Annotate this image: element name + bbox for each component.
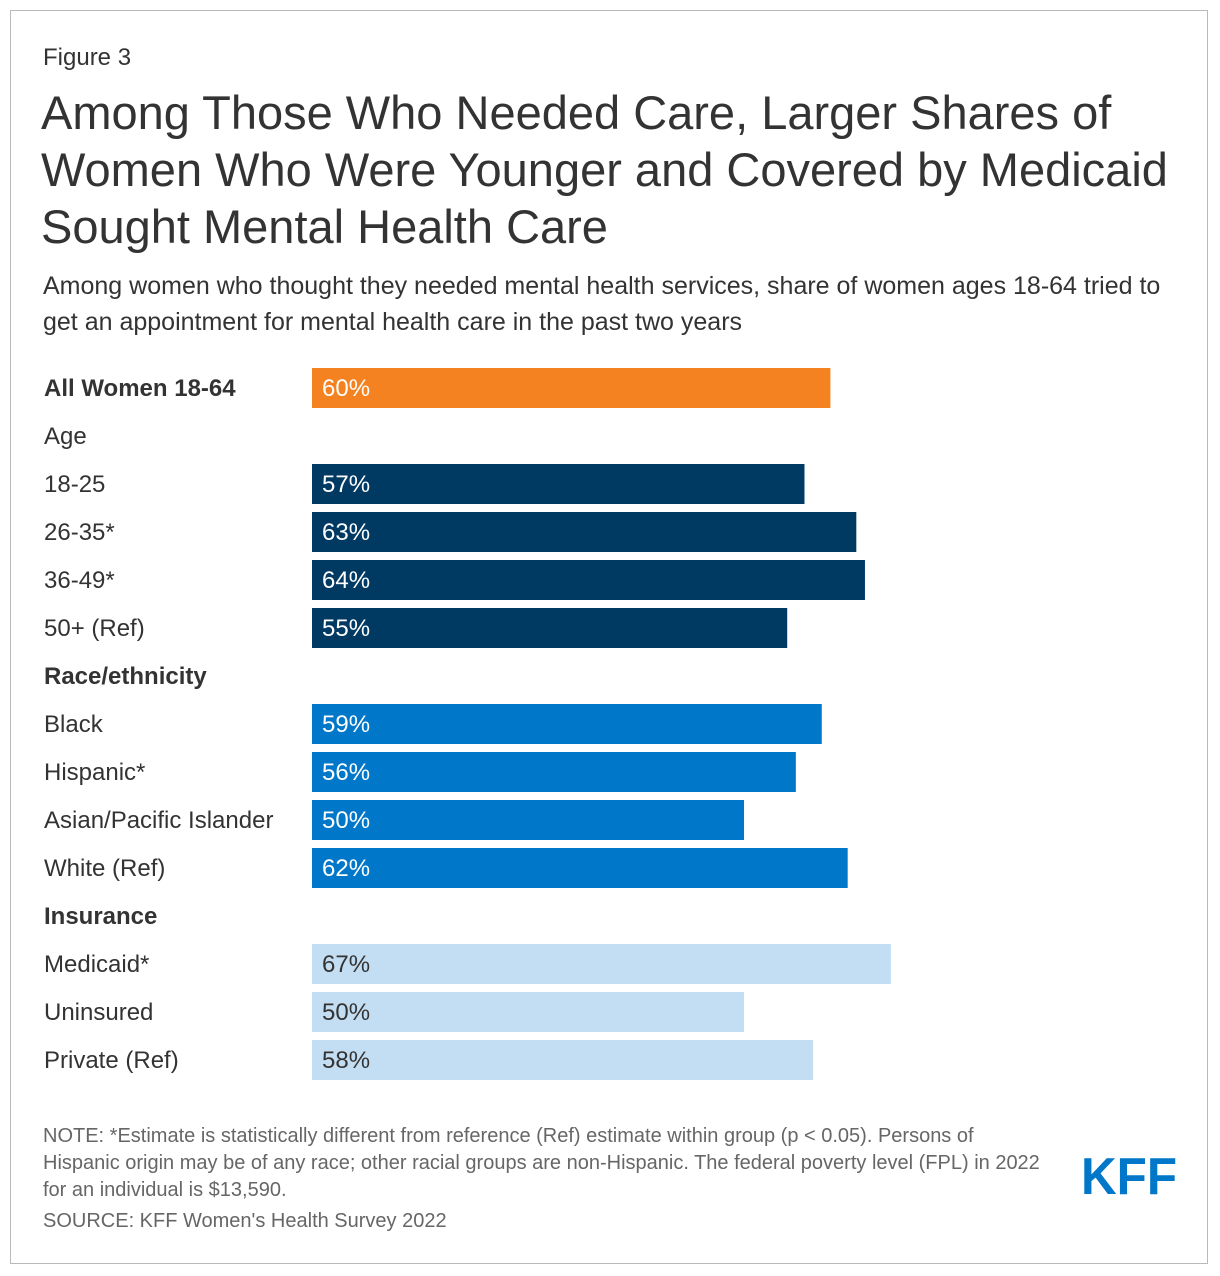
data-label-uninsured: 50%	[322, 999, 370, 1026]
bar-white-ref	[312, 848, 848, 888]
figure-label: Figure 3	[43, 44, 132, 71]
chart-title: Among Those Who Needed Care, Larger Shar…	[41, 86, 1168, 253]
category-label-uninsured: Uninsured	[44, 999, 153, 1026]
data-label-medicaid: 67%	[322, 951, 370, 978]
category-label-36-49: 36-49*	[44, 567, 115, 594]
group-header-race-ethnicity: Race/ethnicity	[44, 663, 207, 690]
group-header-insurance: Insurance	[44, 903, 157, 930]
data-label-all-women-18-64: 60%	[322, 375, 370, 402]
data-label-hispanic: 56%	[322, 759, 370, 786]
bar-uninsured	[312, 992, 744, 1032]
data-label-private-ref: 58%	[322, 1047, 370, 1074]
bar-private-ref	[312, 1040, 814, 1080]
bar-18-25	[312, 464, 805, 504]
category-label-all-women-18-64: All Women 18-64	[44, 375, 236, 402]
bar-all-women-18-64	[312, 368, 831, 408]
data-label-asian-pacific-islander: 50%	[322, 807, 370, 834]
data-label-36-49: 64%	[322, 567, 370, 594]
category-label-medicaid: Medicaid*	[44, 951, 149, 978]
data-label-black: 59%	[322, 711, 370, 738]
category-label-50-ref: 50+ (Ref)	[44, 615, 145, 642]
bar-hispanic	[312, 752, 796, 792]
category-label-26-35: 26-35*	[44, 519, 115, 546]
category-label-18-25: 18-25	[44, 471, 105, 498]
group-header-age: Age	[44, 423, 87, 450]
data-label-50-ref: 55%	[322, 615, 370, 642]
data-label-white-ref: 62%	[322, 855, 370, 882]
data-label-18-25: 57%	[322, 471, 370, 498]
category-label-white-ref: White (Ref)	[44, 855, 165, 882]
bar-26-35	[312, 512, 857, 552]
figure-frame	[10, 10, 1208, 1264]
category-label-hispanic: Hispanic*	[44, 759, 145, 786]
bar-asian-pacific-islander	[312, 800, 744, 840]
chart-note: NOTE: *Estimate is statistically differe…	[43, 1125, 1040, 1201]
bar-chart: All Women 18-64 60% Age 18-25 57% 26-35* 63% 36…	[44, 368, 891, 1080]
bar-36-49	[312, 560, 865, 600]
data-label-26-35: 63%	[322, 519, 370, 546]
category-label-black: Black	[44, 711, 104, 738]
chart-source: SOURCE: KFF Women's Health Survey 2022	[43, 1210, 447, 1232]
bar-medicaid	[312, 944, 891, 984]
bar-black	[312, 704, 822, 744]
kff-logo-text: KFF	[1081, 1152, 1177, 1196]
kff-logo: KFF	[1081, 1152, 1177, 1196]
chart-subtitle: Among women who thought they needed ment…	[43, 272, 1161, 336]
category-label-asian-pacific-islander: Asian/Pacific Islander	[44, 807, 273, 834]
category-label-private-ref: Private (Ref)	[44, 1047, 179, 1074]
bar-50-ref	[312, 608, 788, 648]
